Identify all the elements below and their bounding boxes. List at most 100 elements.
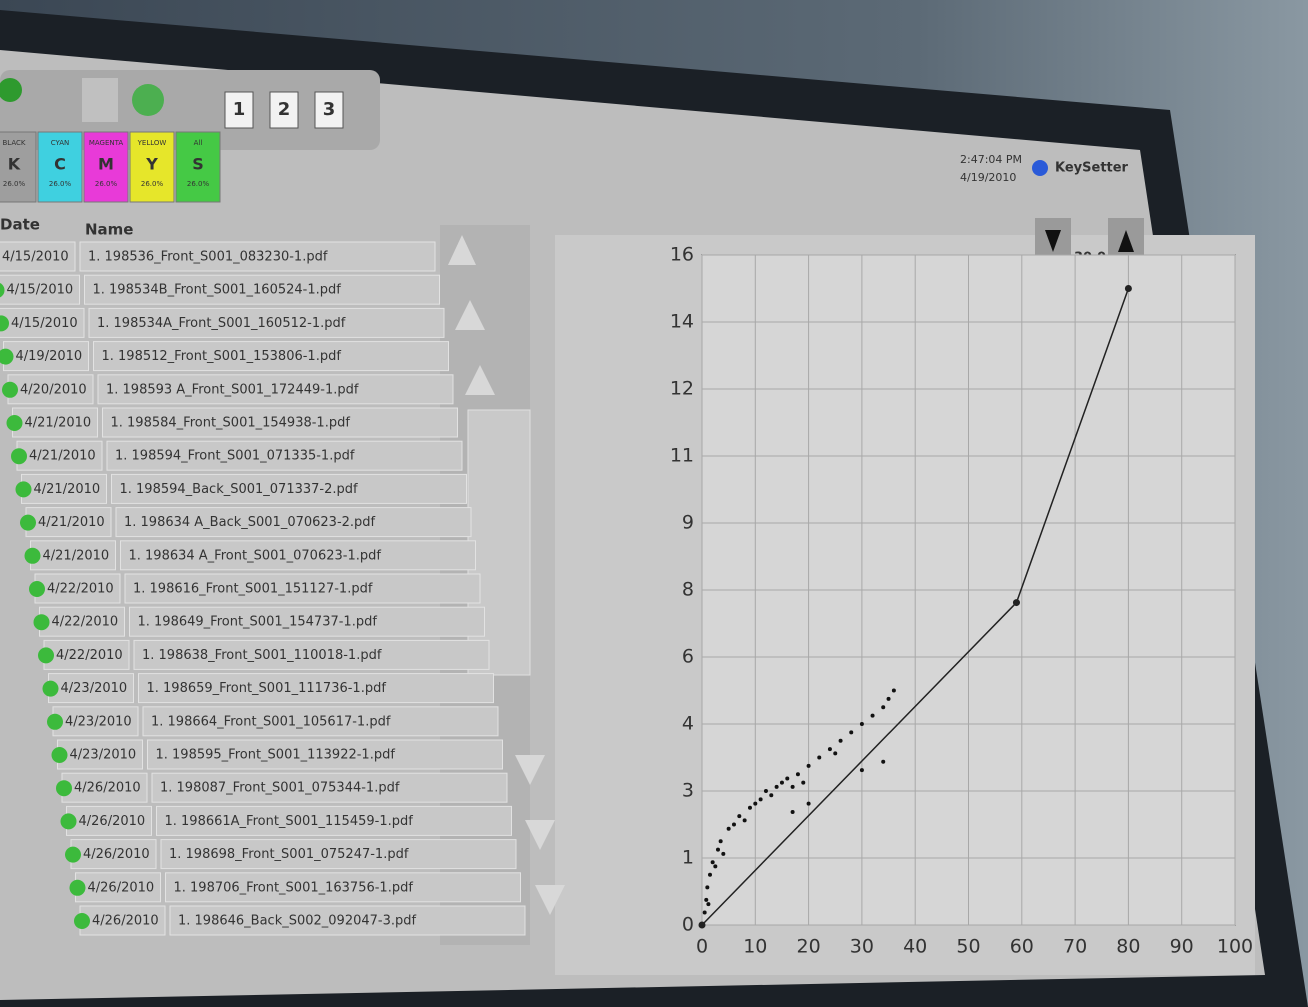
page-button-label: 3 — [323, 99, 336, 120]
status-dot — [52, 747, 68, 763]
y-tick-label: 6 — [682, 646, 694, 668]
row-date: 4/26/2010 — [88, 880, 155, 895]
status-dot — [56, 780, 72, 796]
y-tick-label: 0 — [682, 914, 694, 936]
tab-letter: Y — [145, 155, 158, 174]
measurement-point — [769, 793, 773, 797]
status-date: 4/19/2010 — [960, 171, 1016, 184]
y-tick-label: 11 — [670, 445, 694, 467]
row-date: 4/15/2010 — [7, 283, 74, 298]
row-date: 4/20/2010 — [20, 382, 87, 397]
y-tick-label: 8 — [682, 579, 694, 601]
row-name: 1. 198087_Front_S001_075344-1.pdf — [160, 781, 400, 796]
measurement-point — [706, 902, 710, 906]
measurement-point — [849, 730, 853, 734]
status-dot — [74, 913, 90, 929]
status-dot — [2, 382, 18, 398]
measurement-point — [839, 739, 843, 743]
row-name: 1. 198634 A_Front_S001_070623-1.pdf — [129, 548, 382, 563]
measurement-point — [732, 823, 736, 827]
measurement-point — [817, 756, 821, 760]
x-tick-label: 80 — [1116, 936, 1140, 958]
status-time: 2:47:04 PM — [960, 153, 1022, 166]
status-dot — [29, 581, 45, 597]
row-name: 1. 198638_Front_S001_110018-1.pdf — [142, 648, 382, 663]
status-dot — [61, 813, 77, 829]
measurement-point — [743, 818, 747, 822]
status-dot — [34, 614, 50, 630]
delete-button[interactable] — [82, 78, 118, 122]
row-date: 4/21/2010 — [25, 416, 92, 431]
row-name: 1. 198594_Front_S001_071335-1.pdf — [115, 449, 355, 464]
row-name: 1. 198634 A_Back_S001_070623-2.pdf — [124, 515, 376, 530]
row-date: 4/22/2010 — [56, 648, 123, 663]
measurement-point — [780, 781, 784, 785]
row-date: 4/22/2010 — [47, 582, 114, 597]
row-name: 1. 198616_Front_S001_151127-1.pdf — [133, 582, 373, 597]
measurement-point — [705, 885, 709, 889]
tab-letter: S — [192, 155, 204, 174]
status-dot — [20, 515, 36, 531]
tab-name: All — [194, 139, 203, 147]
row-date: 4/21/2010 — [34, 482, 101, 497]
measurement-point — [713, 864, 717, 868]
row-name: 1. 198534A_Front_S001_160512-1.pdf — [97, 316, 346, 331]
measurement-point — [727, 827, 731, 831]
tab-value: 26.0% — [95, 180, 118, 188]
measurement-point — [828, 747, 832, 751]
refresh-button[interactable] — [132, 84, 164, 116]
measurement-point — [721, 852, 725, 856]
measurement-point — [801, 781, 805, 785]
row-name: 1. 198649_Front_S001_154737-1.pdf — [138, 615, 378, 630]
row-name: 1. 198536_Front_S001_083230-1.pdf — [88, 250, 328, 265]
row-date: 4/21/2010 — [43, 548, 110, 563]
y-tick-label: 1 — [682, 847, 694, 869]
page-button-label: 1 — [233, 99, 246, 120]
calibration-point — [1013, 599, 1020, 606]
status-dot — [7, 415, 23, 431]
measurement-point — [807, 764, 811, 768]
row-name: 1. 198512_Front_S001_153806-1.pdf — [102, 349, 342, 364]
row-name: 1. 198706_Front_S001_163756-1.pdf — [174, 880, 414, 895]
measurement-point — [796, 772, 800, 776]
row-date: 4/26/2010 — [92, 914, 159, 929]
row-date: 4/26/2010 — [83, 847, 150, 862]
status-dot — [38, 647, 54, 663]
status-dot — [47, 714, 63, 730]
x-tick-label: 60 — [1010, 936, 1034, 958]
x-tick-label: 100 — [1217, 936, 1253, 958]
measurement-point — [791, 785, 795, 789]
row-name: 1. 198664_Front_S001_105617-1.pdf — [151, 714, 391, 729]
status-dot — [43, 681, 59, 697]
y-tick-label: 12 — [670, 378, 694, 400]
x-tick-label: 70 — [1063, 936, 1087, 958]
row-date: 4/23/2010 — [61, 681, 128, 696]
x-tick-label: 30 — [850, 936, 874, 958]
row-date: 4/23/2010 — [70, 748, 137, 763]
row-name: 1. 198698_Front_S001_075247-1.pdf — [169, 847, 409, 862]
measurement-point — [764, 789, 768, 793]
tab-value: 26.0% — [141, 180, 164, 188]
row-name: 1. 198661A_Front_S001_115459-1.pdf — [165, 814, 414, 829]
measurement-point — [753, 802, 757, 806]
brand-logo — [1032, 160, 1048, 176]
measurement-point — [887, 697, 891, 701]
screen-photo: 30.0 2:47:04 PM 4/19/2010 KeySetter Date… — [0, 0, 1308, 1007]
measurement-point — [881, 760, 885, 764]
row-name: 1. 198594_Back_S001_071337-2.pdf — [120, 482, 359, 497]
tab-value: 26.0% — [49, 180, 72, 188]
column-header: Date — [0, 216, 40, 234]
row-name: 1. 198584_Front_S001_154938-1.pdf — [111, 416, 351, 431]
measurement-point — [833, 751, 837, 755]
column-header: Name — [85, 221, 133, 239]
tab-name: MAGENTA — [89, 139, 124, 147]
measurement-point — [892, 689, 896, 693]
y-tick-label: 4 — [682, 713, 694, 735]
calibration-point — [699, 922, 706, 929]
measurement-point — [791, 810, 795, 814]
status-dot — [25, 548, 41, 564]
page-button-label: 2 — [278, 99, 291, 120]
row-date: 4/26/2010 — [74, 781, 141, 796]
status-dot — [65, 847, 81, 863]
measurement-point — [775, 785, 779, 789]
